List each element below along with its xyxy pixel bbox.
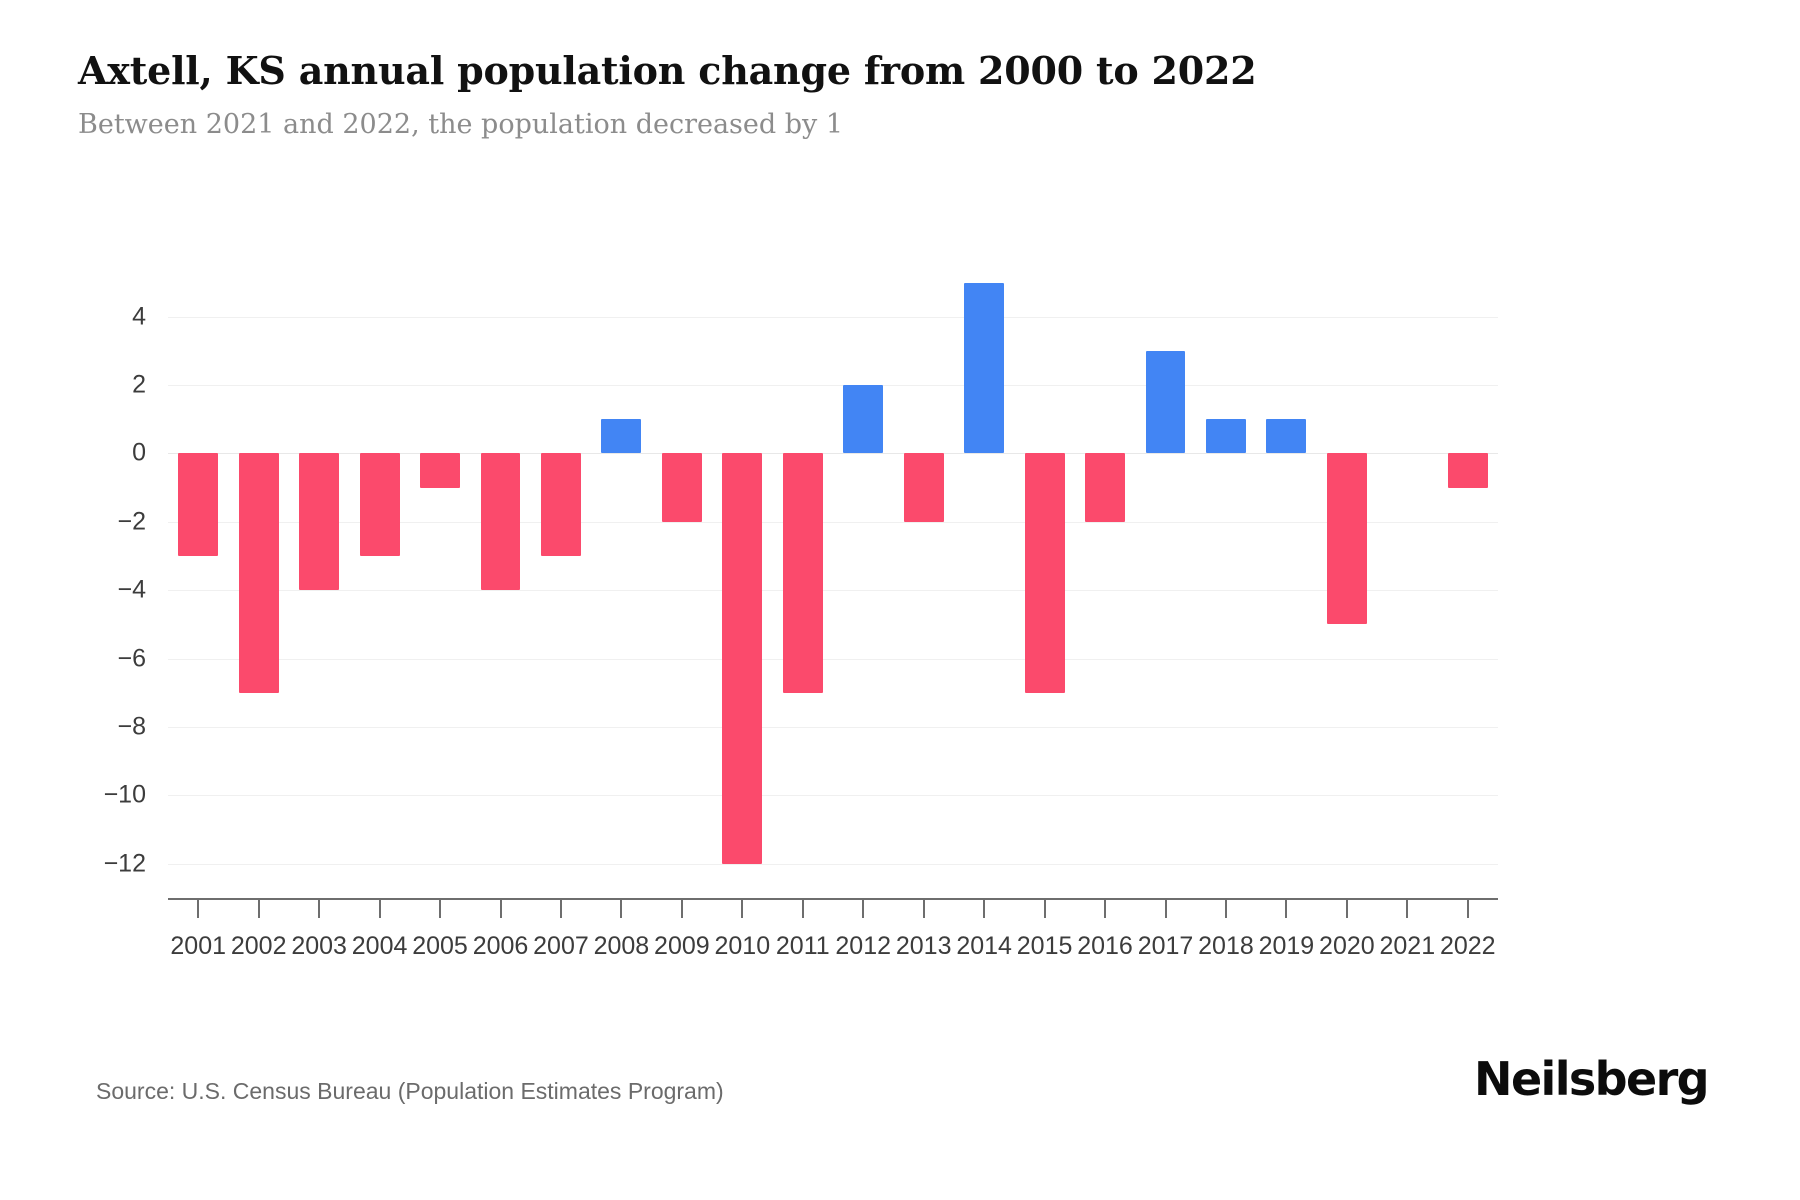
bar-2004[interactable] [359, 453, 400, 557]
bar-2010[interactable] [722, 453, 763, 864]
gridline [168, 590, 1498, 592]
x-axis-tick [1406, 898, 1409, 918]
bar-2001[interactable] [178, 453, 219, 557]
x-axis-tick [983, 898, 986, 918]
bars-group [168, 262, 1498, 898]
bar-2018[interactable] [1206, 419, 1246, 454]
gridline [168, 658, 1498, 660]
bar-2019[interactable] [1266, 419, 1307, 454]
x-axis-tick [680, 898, 683, 918]
x-axis-tick-label-2009: 2009 [654, 932, 710, 960]
x-axis-tick [862, 898, 865, 918]
chart-header: Axtell, KS annual population change from… [78, 48, 1678, 142]
bar-2013[interactable] [903, 453, 944, 522]
y-axis-tick-label: −2 [117, 507, 146, 536]
bar-2008[interactable] [601, 419, 642, 454]
bar-2007[interactable] [541, 453, 581, 557]
x-axis-tick-label-2016: 2016 [1077, 932, 1133, 960]
bar-2014[interactable] [964, 282, 1005, 454]
x-axis-tick-label-2018: 2018 [1198, 932, 1254, 960]
y-axis-tick-label: 4 [132, 302, 146, 331]
x-axis-tick-label-2015: 2015 [1016, 932, 1073, 960]
x-axis-tick-label-2017: 2017 [1137, 932, 1194, 960]
brand-logo: Neilsberg [1474, 1052, 1710, 1106]
x-axis-tick-label-2008: 2008 [593, 932, 650, 960]
x-axis-tick [197, 898, 200, 918]
x-axis-tick [257, 898, 260, 918]
bar-2022[interactable] [1447, 453, 1488, 488]
bar-2012[interactable] [843, 385, 884, 454]
x-axis-tick-label-2014: 2014 [956, 932, 1012, 960]
bar-2016[interactable] [1085, 453, 1125, 522]
x-axis-tick-label-2003: 2003 [291, 932, 347, 960]
x-axis-tick-label-2011: 2011 [775, 932, 830, 960]
x-axis-tick [1466, 898, 1469, 918]
y-axis-tick-label: −12 [103, 849, 146, 878]
x-axis-tick [1224, 898, 1227, 918]
gridline [168, 385, 1498, 387]
x-axis-tick-label-2021: 2021 [1379, 932, 1436, 960]
x-axis-tick [1104, 898, 1107, 918]
x-axis-tick-label-2001: 2001 [170, 932, 227, 960]
gridline [168, 521, 1498, 523]
x-axis-tick [318, 898, 321, 918]
x-axis-line [168, 898, 1498, 900]
x-axis-tick-label-2002: 2002 [230, 932, 287, 960]
y-axis-tick-label: −10 [103, 780, 146, 809]
bar-2005[interactable] [420, 453, 460, 488]
x-axis-tick [620, 898, 623, 918]
x-axis-tick [1345, 898, 1348, 918]
x-axis-tick [499, 898, 502, 918]
gridline [168, 453, 1498, 455]
y-axis-tick-label: −4 [117, 575, 146, 604]
x-axis-tick [1164, 898, 1167, 918]
source-note: Source: U.S. Census Bureau (Population E… [96, 1078, 724, 1104]
bar-2015[interactable] [1024, 453, 1065, 693]
bar-2011[interactable] [782, 453, 823, 693]
x-axis-tick [439, 898, 442, 918]
x-axis-tick-label-2004: 2004 [351, 932, 408, 960]
x-axis-tick-label-2005: 2005 [412, 932, 468, 960]
page-title: Axtell, KS annual population change from… [78, 48, 1257, 93]
x-axis-tick-label-2010: 2010 [714, 932, 771, 960]
y-axis-tick-label: −8 [117, 712, 146, 741]
y-axis-tick-label: −6 [117, 644, 146, 673]
bar-2009[interactable] [661, 453, 702, 522]
y-axis-tick-label: 0 [132, 438, 146, 467]
x-axis-tick-label-2006: 2006 [472, 932, 529, 960]
gridline [168, 316, 1498, 318]
y-axis-tick-label: 2 [132, 370, 146, 399]
x-axis-tick-label-2019: 2019 [1258, 932, 1315, 960]
x-axis-tick [559, 898, 562, 918]
x-axis-tick [1285, 898, 1288, 918]
bar-2003[interactable] [299, 453, 340, 591]
x-axis-tick [801, 898, 804, 918]
x-axis-tick [922, 898, 925, 918]
x-axis-tick-label-2022: 2022 [1439, 932, 1496, 960]
x-axis-tick [1043, 898, 1046, 918]
x-axis-tick [378, 898, 381, 918]
x-axis-tick-label-2007: 2007 [533, 932, 589, 960]
chart-subtitle: Between 2021 and 2022, the population de… [78, 109, 844, 140]
plot-area [168, 262, 1498, 898]
x-axis-tick [741, 898, 744, 918]
gridline [168, 795, 1498, 797]
x-axis-tick-label-2013: 2013 [895, 932, 952, 960]
x-axis-tick-label-2020: 2020 [1319, 932, 1375, 960]
x-axis-tick-label-2012: 2012 [835, 932, 892, 960]
gridline [168, 727, 1498, 729]
gridline [168, 863, 1498, 865]
bar-2006[interactable] [480, 453, 521, 591]
bar-2002[interactable] [238, 453, 279, 693]
bar-2017[interactable] [1145, 350, 1186, 454]
bar-2020[interactable] [1326, 453, 1367, 625]
